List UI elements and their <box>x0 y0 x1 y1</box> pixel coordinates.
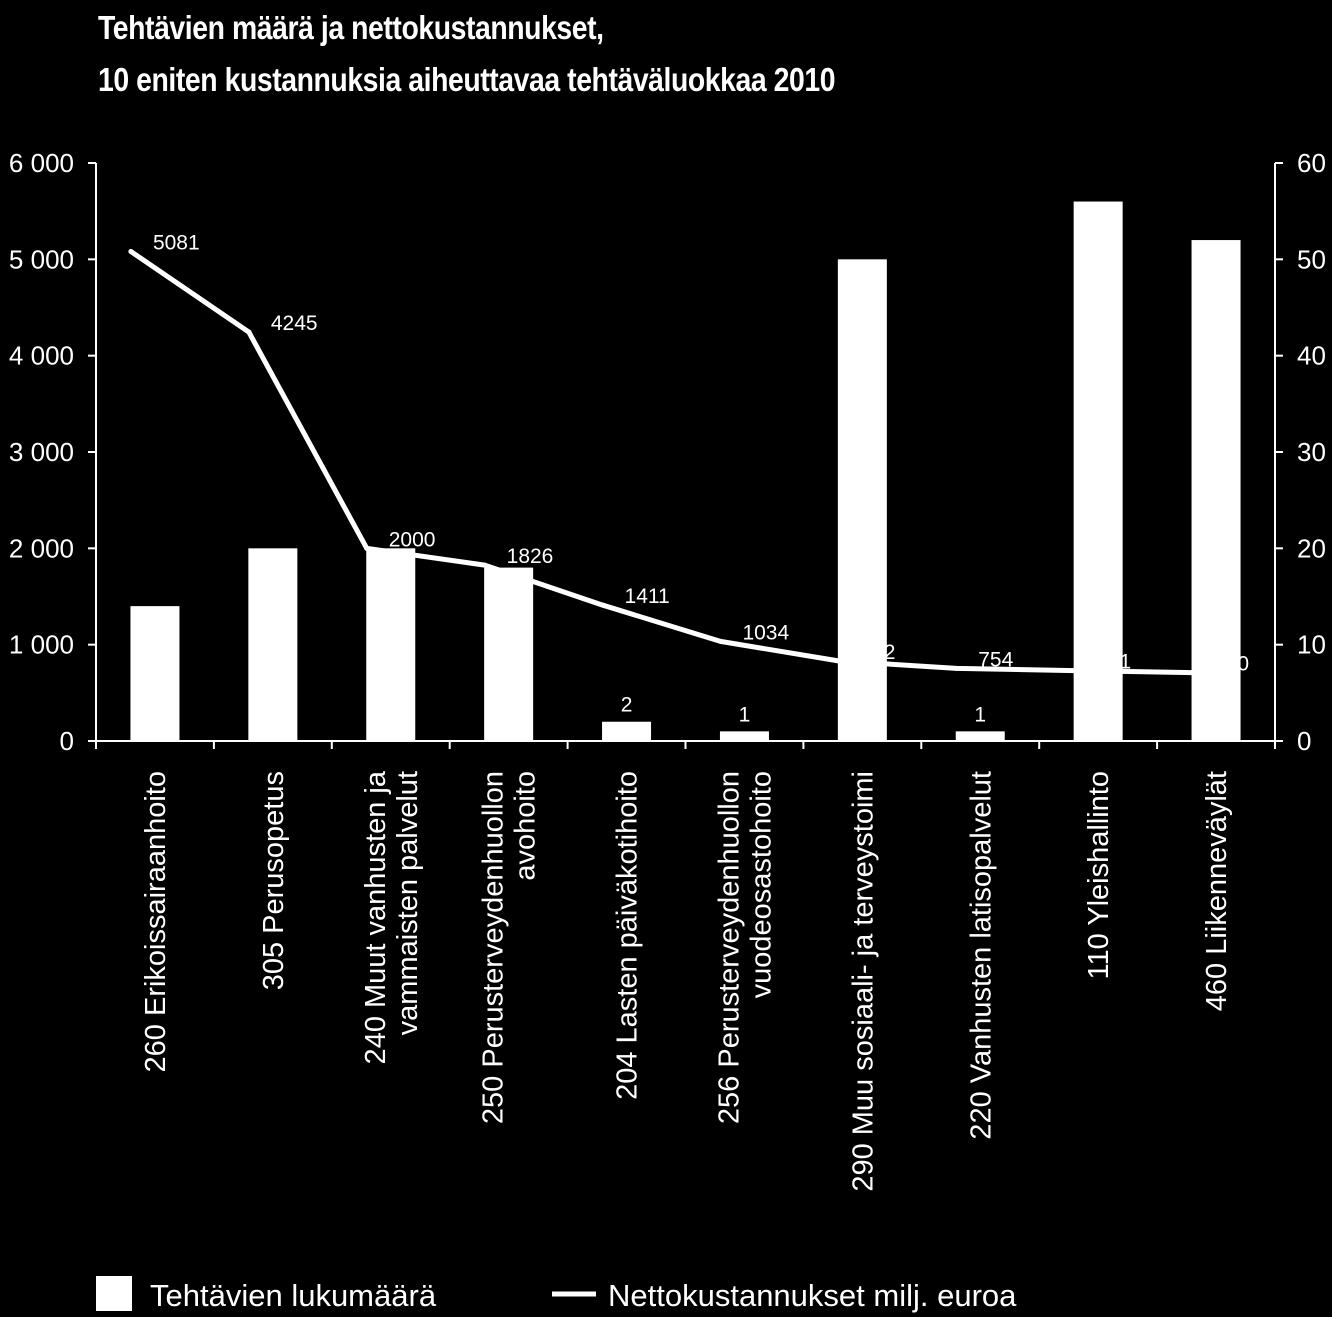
category-label-line: 260 Erikoissairaanhoito <box>140 771 172 1072</box>
line-point <box>482 562 488 568</box>
bar-value-label: 1 <box>739 703 751 726</box>
y-left-tick-label: 0 <box>60 726 74 756</box>
line-point <box>364 545 370 551</box>
bar-value-label: 1 <box>974 703 986 726</box>
y-left-tick-label: 1 000 <box>9 630 74 660</box>
bar <box>837 259 887 741</box>
legend-bar-swatch <box>96 1276 132 1311</box>
line-value-label: 1826 <box>507 545 554 568</box>
line-value-label: 832 <box>860 641 895 664</box>
category-label: 256 Perusterveydenhuollonvuodeosastohoit… <box>713 771 777 1124</box>
y-right-tick-label: 10 <box>1297 630 1326 660</box>
bar <box>248 548 298 741</box>
chart-title-line-2: 10 eniten kustannuksia aiheuttavaa tehtä… <box>98 61 836 98</box>
bar <box>719 731 769 741</box>
line-value-label: 731 <box>1096 651 1131 674</box>
line-value-label: 5081 <box>153 232 200 255</box>
y-right-tick-label: 40 <box>1297 341 1326 371</box>
category-label: 110 Yleishallinto <box>1083 771 1115 980</box>
line-point <box>953 665 959 671</box>
category-label-line: 110 Yleishallinto <box>1083 771 1115 980</box>
chart-title: Tehtävien määrä ja nettokustannukset, 10… <box>98 2 836 106</box>
bar-series <box>130 201 1241 742</box>
y-left-tick-label: 6 000 <box>9 148 74 178</box>
category-label: 240 Muut vanhusten javammaisten palvelut <box>360 770 424 1064</box>
line-path <box>128 249 1195 676</box>
legend-line-label: Nettokustannukset milj. euroa <box>608 1278 1017 1313</box>
category-label-line: vammaisten palvelut <box>392 771 424 1035</box>
bar <box>366 548 416 741</box>
bar <box>130 606 180 741</box>
bar <box>1073 201 1123 742</box>
category-label: 220 Vanhusten latisopalvelut <box>965 771 997 1140</box>
line-value-label: 4245 <box>271 312 318 335</box>
y-left-tick-label: 4 000 <box>9 341 74 371</box>
category-label-line: vuodeosastohoito <box>745 771 777 998</box>
axes: 0 1 000 2 000 3 000 4 000 5 000 6 000 0 10 20 30 40… <box>9 148 1326 756</box>
legend: Tehtävien lukumäärä Nettokustannukset mil… <box>96 1276 1017 1313</box>
line-series <box>128 249 1195 676</box>
line-value-label: 2000 <box>389 528 436 551</box>
category-label-line: avohoito <box>510 771 542 881</box>
line-value-label: 710 <box>1214 653 1249 676</box>
y-left-tick-label: 2 000 <box>9 533 74 563</box>
chart-title-line-1: Tehtävien määrä ja nettokustannukset, <box>98 9 604 46</box>
category-label-line: 240 Muut vanhusten ja <box>360 770 392 1064</box>
line-value-label: 1411 <box>625 585 670 608</box>
bar-value-label: 2 <box>621 694 633 717</box>
legend-bar-label: Tehtävien lukumäärä <box>150 1278 437 1313</box>
category-label-line: 256 Perusterveydenhuollon <box>713 771 745 1124</box>
y-right-tick-label: 60 <box>1297 148 1326 178</box>
y-right-tick-label: 50 <box>1297 244 1326 274</box>
bar <box>484 567 534 741</box>
bar <box>1191 240 1241 742</box>
line-value-label: 1034 <box>742 621 789 644</box>
category-label: 204 Lasten päiväkotihoito <box>612 771 644 1100</box>
y-right-tick-label: 30 <box>1297 437 1326 467</box>
bar <box>602 721 652 741</box>
bar <box>955 731 1005 741</box>
category-label: 460 Liikenneväylät <box>1201 771 1233 1011</box>
line-point <box>717 638 723 644</box>
line-point <box>600 602 606 608</box>
category-label-line: 250 Perusterveydenhuollon <box>478 771 510 1124</box>
line-point <box>1071 668 1077 674</box>
y-right-tick-label: 0 <box>1297 726 1311 756</box>
y-left-tick-label: 3 000 <box>9 437 74 467</box>
line-value-label: 754 <box>978 648 1013 671</box>
line-point <box>128 249 134 255</box>
line-point <box>246 329 252 335</box>
category-label: 305 Perusopetus <box>258 771 290 990</box>
category-label: 290 Muu sosiaali- ja terveystoimi <box>847 771 879 1192</box>
category-label-line: 460 Liikenneväylät <box>1201 771 1233 1011</box>
category-label: 250 Perusterveydenhuollonavohoito <box>478 771 542 1124</box>
line-point <box>835 658 841 664</box>
y-right-tick-label: 20 <box>1297 533 1326 563</box>
category-label-line: 220 Vanhusten latisopalvelut <box>965 771 997 1140</box>
category-label-line: 305 Perusopetus <box>258 771 290 990</box>
line-point <box>1189 670 1195 676</box>
category-label-line: 290 Muu sosiaali- ja terveystoimi <box>847 771 879 1192</box>
data-labels: 2 1 1 5081 4245 2000 1826 1411 1034 832 754 731 710 <box>153 232 1249 727</box>
category-label: 260 Erikoissairaanhoito <box>140 771 172 1072</box>
category-label-line: 204 Lasten päiväkotihoito <box>612 771 644 1100</box>
y-left-tick-label: 5 000 <box>9 244 74 274</box>
category-labels: 260 Erikoissairaanhoito 305 Perusopetus 24… <box>140 770 1233 1192</box>
